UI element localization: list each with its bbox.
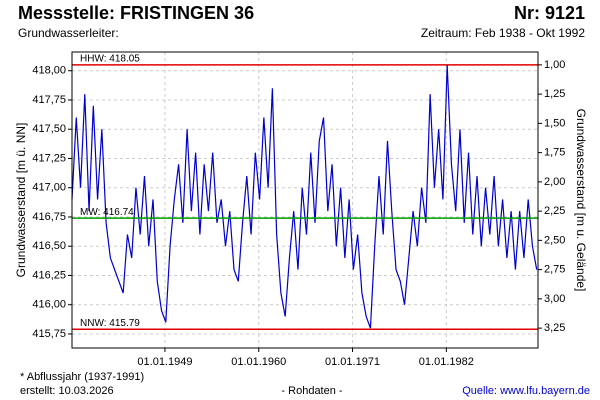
x-tick-label: 01.01.1982	[419, 356, 474, 368]
x-tick-label: 01.01.1971	[325, 356, 380, 368]
y2-tick-label: 1,75	[544, 147, 565, 159]
period: Zeitraum: Feb 1938 - Okt 1992	[421, 26, 585, 40]
y2-tick-label: 2,25	[544, 205, 565, 217]
note: - Rohdaten -	[281, 385, 342, 397]
y2-tick-label: 3,00	[544, 293, 565, 305]
y2-tick-label: 2,50	[544, 234, 565, 246]
y2-tick-label: 1,50	[544, 117, 565, 129]
y-tick-label: 416,50	[32, 240, 66, 252]
chart-title: Messstelle: FRISTINGEN 36	[18, 3, 254, 23]
y-tick-label: 417,75	[32, 94, 66, 106]
y-tick-label: 418,00	[32, 65, 66, 77]
y2-axis-label: Grundwasserstand [m u. Gelände]	[574, 109, 588, 292]
footnote: * Abflussjahr (1937-1991)	[20, 371, 144, 383]
data-line	[71, 64, 538, 329]
created: erstellt: 10.03.2026	[20, 385, 114, 397]
x-tick-label: 01.01.1949	[137, 356, 192, 368]
y-tick-label: 417,25	[32, 152, 66, 164]
reference-label: HHW: 418.05	[80, 54, 140, 65]
y-tick-label: 416,25	[32, 269, 66, 281]
plot-frame	[71, 51, 539, 349]
reference-label: MW: 416.74	[80, 207, 134, 218]
x-tick-label: 01.01.1960	[231, 356, 286, 368]
y2-tick-label: 2,75	[544, 264, 565, 276]
station-number: Nr: 9121	[514, 3, 585, 23]
y-tick-label: 417,00	[32, 182, 66, 194]
source[interactable]: Quelle: www.lfu.bayern.de	[462, 385, 590, 397]
y-axis-label: Grundwasserstand [m ü. NN]	[14, 123, 28, 278]
reference-label: NNW: 415.79	[80, 318, 140, 329]
y2-tick-label: 3,25	[544, 322, 565, 334]
y2-tick-label: 1,00	[544, 59, 565, 71]
y-tick-label: 416,00	[32, 299, 66, 311]
aquifer: Grundwasserleiter:	[18, 26, 119, 40]
y2-tick-label: 1,25	[544, 88, 565, 100]
y-tick-label: 417,50	[32, 123, 66, 135]
y-tick-label: 416,75	[32, 211, 66, 223]
y-tick-label: 415,75	[32, 328, 66, 340]
y2-tick-label: 2,00	[544, 176, 565, 188]
